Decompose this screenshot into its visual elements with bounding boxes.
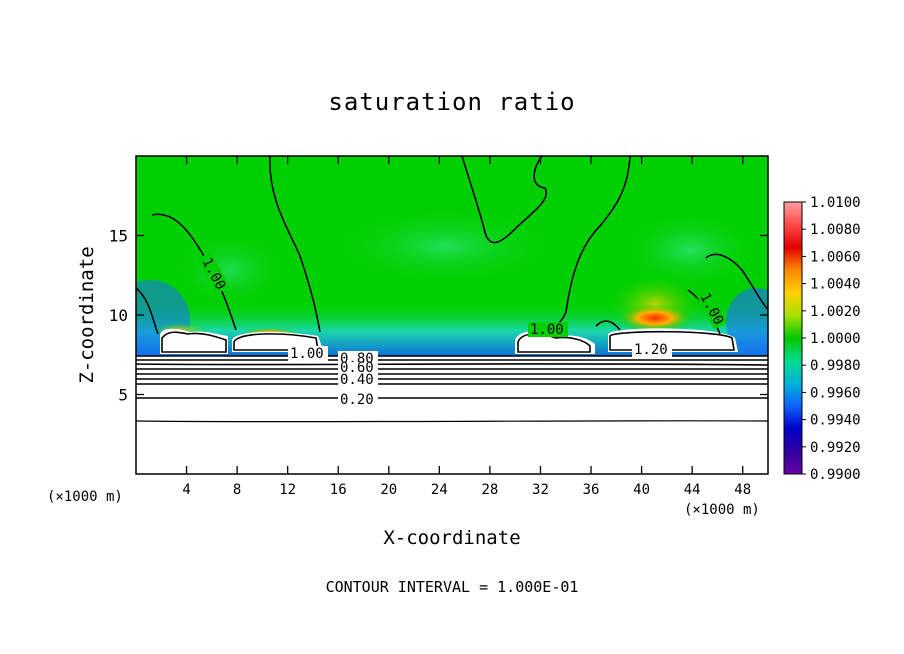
- contour-label: 1.20: [634, 342, 668, 358]
- colorbar-label: 1.0080: [810, 222, 861, 238]
- y-tick-label: 5: [118, 386, 128, 405]
- colorbar-label: 0.9920: [810, 440, 861, 456]
- x-tick-label: 12: [279, 482, 296, 498]
- contour-label: 0.20: [340, 392, 374, 408]
- x-tick-label: 40: [633, 482, 650, 498]
- colorbar-label: 1.0020: [810, 304, 861, 320]
- x-tick-label: 48: [734, 482, 751, 498]
- contour-label: 0.40: [340, 372, 374, 388]
- y-tick-label: 10: [109, 306, 128, 325]
- x-tick-label: 8: [233, 482, 241, 498]
- x-unit-label: (×1000 m): [684, 502, 760, 518]
- contour-label: 1.00: [530, 322, 564, 338]
- colorbar: [783, 201, 803, 475]
- x-tick-label: 4: [182, 482, 190, 498]
- contour-interval-note: CONTOUR INTERVAL = 1.000E-01: [325, 578, 579, 596]
- x-tick-label: 32: [532, 482, 549, 498]
- colorbar-label: 1.0000: [810, 331, 861, 347]
- colorbar-label: 1.0060: [810, 249, 861, 265]
- x-unit-label: (×1000 m): [47, 489, 123, 505]
- colorbar-label: 0.9900: [810, 467, 861, 483]
- x-tick-label: 36: [583, 482, 600, 498]
- x-tick-label: 20: [380, 482, 397, 498]
- colorbar-labels: 1.0100 1.0080 1.0060 1.0040 1.0020 1.0000 0.99…: [802, 195, 861, 483]
- colorbar-label: 1.0040: [810, 277, 861, 293]
- x-tick-label: 24: [431, 482, 448, 498]
- colorbar-label: 0.9940: [810, 413, 861, 429]
- x-tick-label: 16: [330, 482, 347, 498]
- contour-lines: [136, 156, 768, 423]
- y-axis-label: Z-coordinate: [76, 246, 98, 384]
- y-axis: 5 10 15: [109, 227, 768, 405]
- colorbar-label: 0.9960: [810, 385, 861, 401]
- colorbar-label: 0.9980: [810, 358, 861, 374]
- contour-label: 1.00: [290, 346, 324, 362]
- y-tick-label: 15: [109, 227, 128, 246]
- x-tick-label: 44: [684, 482, 701, 498]
- color-field: [136, 156, 768, 474]
- x-tick-label: 28: [481, 482, 498, 498]
- x-axis-label: X-coordinate: [383, 527, 521, 549]
- x-axis: 4 8 12 16 20 24 28 32 36 40 44 48: [182, 156, 751, 498]
- chart-title: saturation ratio: [328, 88, 576, 116]
- colorbar-label: 1.0100: [810, 195, 861, 211]
